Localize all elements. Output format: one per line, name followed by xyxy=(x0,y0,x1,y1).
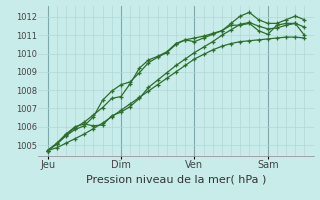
X-axis label: Pression niveau de la mer( hPa ): Pression niveau de la mer( hPa ) xyxy=(86,174,266,184)
